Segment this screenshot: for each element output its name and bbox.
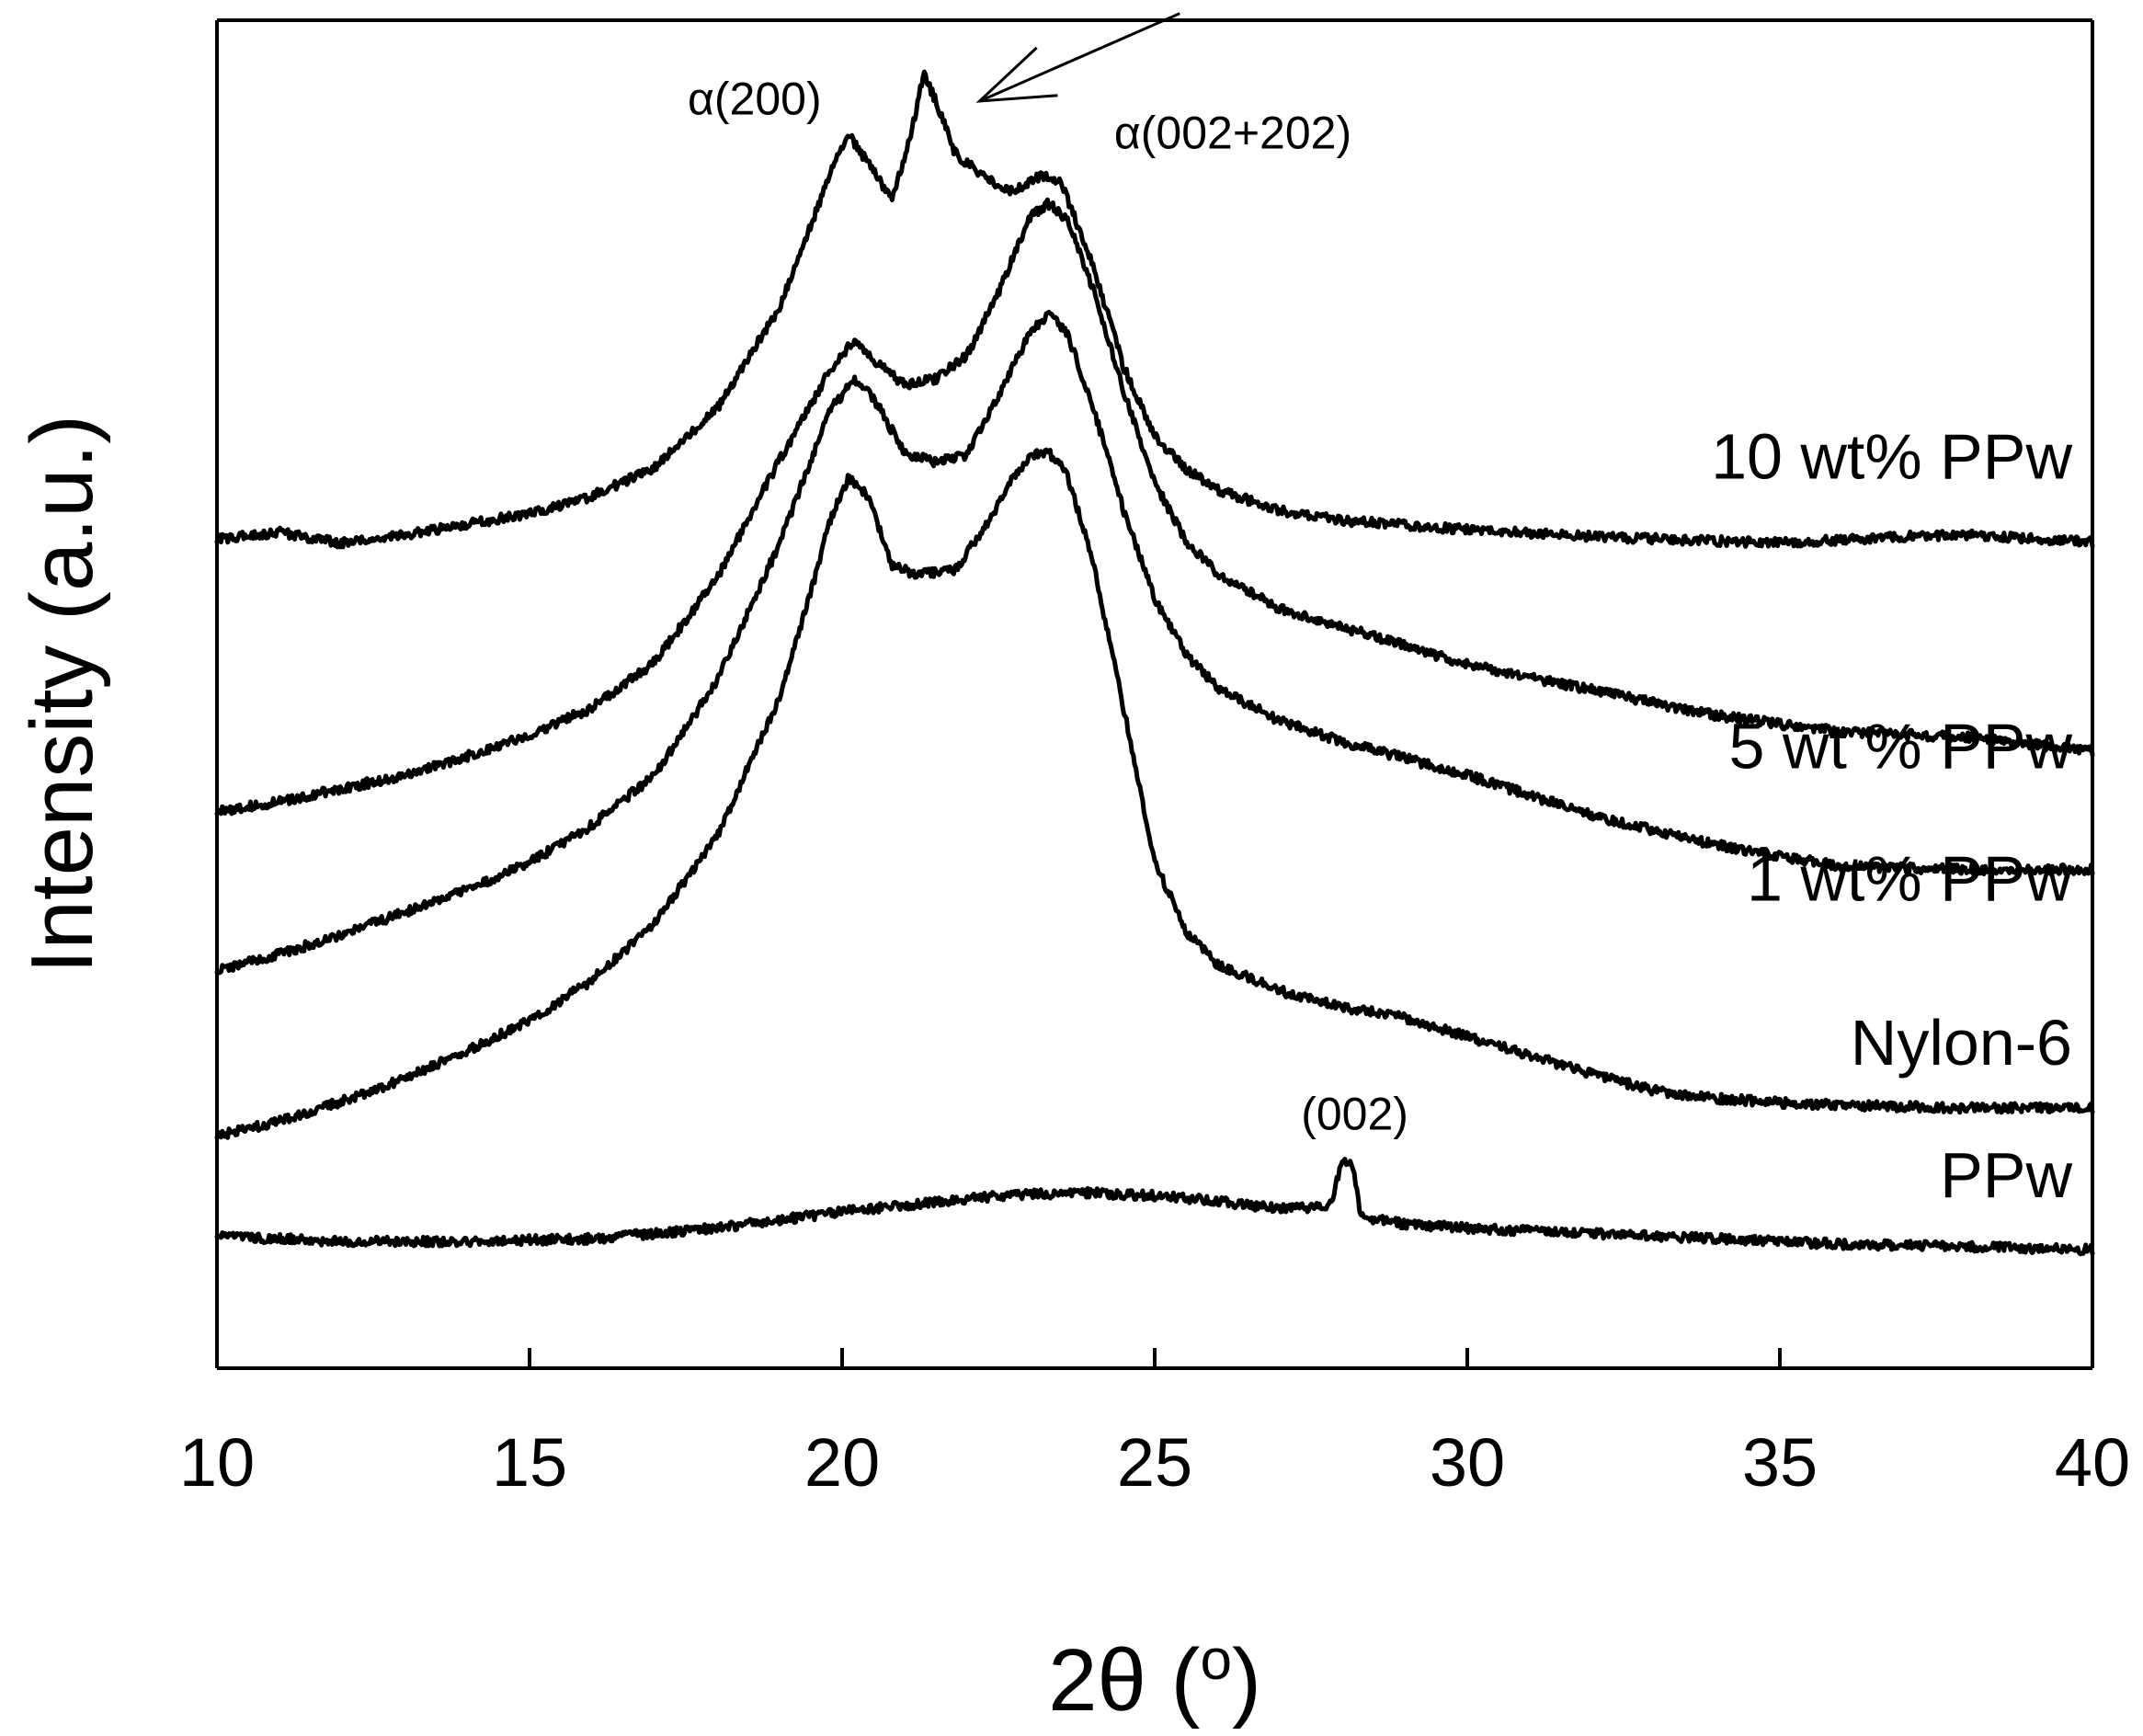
series-label: 10 wt% PPw: [1711, 420, 2072, 492]
series-label: 5 wt % PPw: [1729, 711, 2073, 782]
peak-annotation: (002): [1301, 1089, 1408, 1140]
annotation-arrow: [978, 12, 1180, 103]
series-line-3: [214, 447, 2095, 1140]
x-axis-title-main: 2θ (: [1048, 1631, 1200, 1730]
x-axis-title: 2θ (o): [1048, 1628, 1261, 1730]
peak-annotation: α(002+202): [1114, 107, 1351, 158]
series-label: PPw: [1940, 1139, 2072, 1211]
x-axis-title-close: ): [1232, 1631, 1261, 1730]
x-tick-label: 40: [2055, 1424, 2130, 1501]
series-labels: 10 wt% PPw 5 wt % PPw 1 wt% PPw Nylon-6 PPw: [1711, 420, 2072, 1210]
series-line-1: [214, 197, 2095, 817]
x-tick-label: 25: [1117, 1424, 1192, 1501]
series-label: Nylon-6: [1851, 1007, 2072, 1079]
annotation-arrow-head: [975, 46, 1058, 103]
y-axis-title: Intensity (a.u.): [13, 415, 111, 974]
peak-annotation: α(200): [688, 74, 822, 125]
x-tick-label: 35: [1742, 1424, 1818, 1501]
series-label: 1 wt% PPw: [1747, 842, 2072, 914]
series-line-2: [214, 310, 2095, 976]
peak-annotations: α(200)γ(001)γ(200+20-1)α(002+202)(002): [688, 74, 1408, 1140]
series-line-4: [214, 1157, 2095, 1257]
x-ticks: 10 15 20 25 30 35 40: [179, 1348, 2130, 1501]
series-line-0: [214, 69, 2095, 550]
x-axis-title-degree: o: [1200, 1628, 1231, 1692]
series-group: [214, 69, 2095, 1257]
x-tick-label: 20: [804, 1424, 880, 1501]
axes: [215, 18, 2094, 1370]
x-tick-label: 10: [179, 1424, 255, 1501]
x-tick-label: 15: [492, 1424, 567, 1501]
x-tick-label: 30: [1430, 1424, 1505, 1501]
